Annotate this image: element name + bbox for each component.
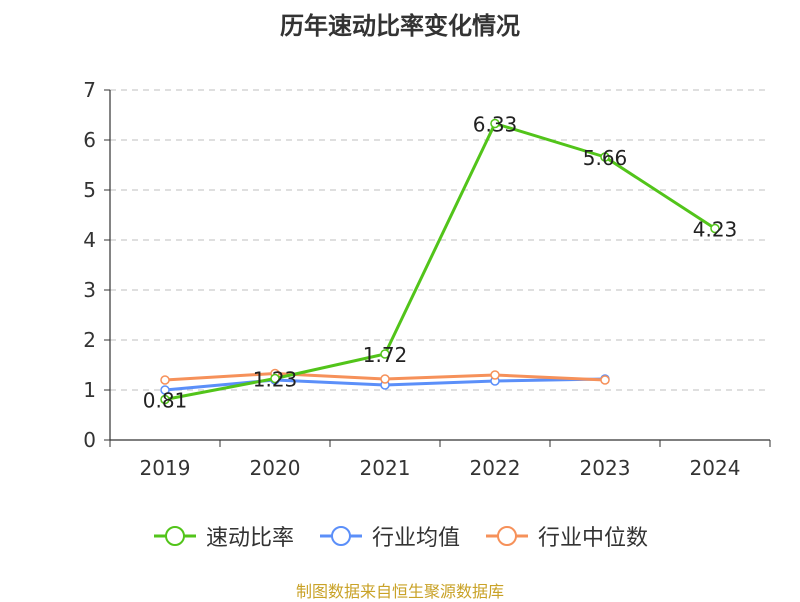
legend-label-industry-median: 行业中位数: [538, 526, 649, 551]
y-tick-label: 6: [83, 128, 96, 152]
x-tick-label: 2024: [690, 456, 741, 480]
legend-marker-quick-ratio: [153, 526, 196, 546]
data-point: [490, 118, 500, 129]
data-point: [160, 375, 170, 385]
data-point: [380, 374, 390, 384]
chart-title: 历年速动比率变化情况: [280, 12, 520, 40]
legend-item-industry-median[interactable]: 行业中位数: [484, 520, 648, 552]
x-tick-label: 2022: [470, 456, 521, 480]
data-point: [710, 223, 720, 234]
y-tick-label: 7: [83, 78, 96, 102]
legend-item-quick-ratio[interactable]: 速动比率: [152, 520, 294, 552]
series-line-0: [164, 122, 716, 401]
data-label: 0.81: [143, 389, 188, 413]
y-tick-label: 4: [83, 228, 96, 252]
legend-label-quick-ratio: 速动比率: [205, 526, 294, 551]
x-tick-label: 2023: [580, 456, 631, 480]
y-tick-label: 5: [83, 178, 96, 202]
data-point: [270, 373, 280, 384]
legend-label-industry-mean: 行业均值: [371, 526, 460, 551]
data-point: [380, 349, 390, 359]
x-tick-label: 2019: [140, 456, 191, 480]
data-label: 1.72: [363, 343, 408, 367]
legend-marker-industry-median: [486, 526, 528, 546]
data-point: [600, 375, 610, 385]
data-label: 6.33: [473, 113, 518, 137]
data-source-note: 制图数据来自恒生聚源数据库: [295, 582, 504, 601]
legend-marker-industry-mean: [319, 526, 362, 546]
x-tick-label: 2020: [250, 456, 301, 480]
data-label: 5.66: [583, 146, 628, 170]
data-point: [160, 385, 170, 395]
y-tick-label: 3: [83, 278, 96, 302]
y-tick-label: 0: [83, 428, 96, 452]
data-point: [160, 394, 170, 405]
legend: 速动比率 行业均值 行业中位数: [0, 520, 800, 552]
data-label: 4.23: [693, 218, 738, 242]
x-tick-label: 2021: [360, 456, 411, 480]
data-label: 1.23: [253, 368, 298, 392]
data-point: [490, 370, 500, 380]
y-tick-label: 1: [83, 378, 96, 402]
legend-item-industry-mean[interactable]: 行业均值: [318, 520, 460, 552]
y-tick-label: 2: [83, 328, 96, 352]
data-point: [600, 152, 610, 162]
